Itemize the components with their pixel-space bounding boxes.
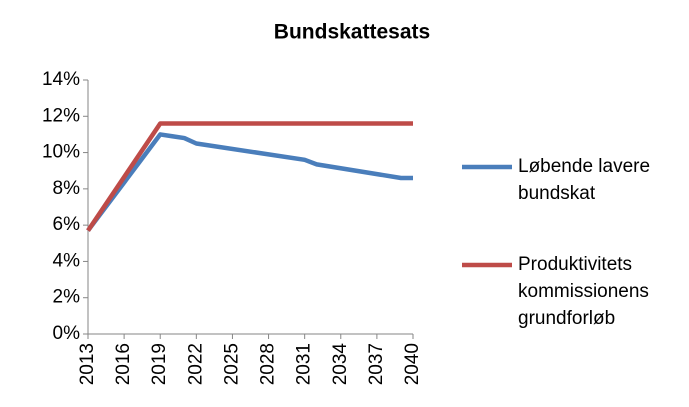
y-tick-label: 4% [53,250,81,271]
y-tick-label: 10% [42,142,80,163]
x-tick-label: 2016 [113,343,134,385]
x-tick-label: 2019 [149,343,170,385]
y-tick-label: 2% [53,287,81,308]
x-tick-label: 2031 [294,343,315,385]
y-tick-label: 0% [53,323,81,344]
legend-label: Produktivitets kommissionens grundforløb [518,254,649,329]
x-tick-label: 2025 [221,343,242,385]
y-tick-label: 12% [42,105,80,126]
y-tick-label: 14% [42,69,80,90]
line [86,121,413,232]
x-tick-label: 2028 [258,343,279,385]
x-tick-label: 2013 [77,343,98,385]
x-tick-label: 2037 [366,343,387,385]
chart-title: Bundskattesats [274,21,430,44]
x-tick-label: 2022 [185,343,206,385]
x-tick-label: 2040 [402,343,423,385]
y-tick-label: 8% [53,178,81,199]
y-tick-label: 6% [53,214,81,235]
line [86,132,413,232]
legend-label: Løbende lavere bundskat [518,156,651,204]
x-tick-label: 2034 [330,343,351,386]
